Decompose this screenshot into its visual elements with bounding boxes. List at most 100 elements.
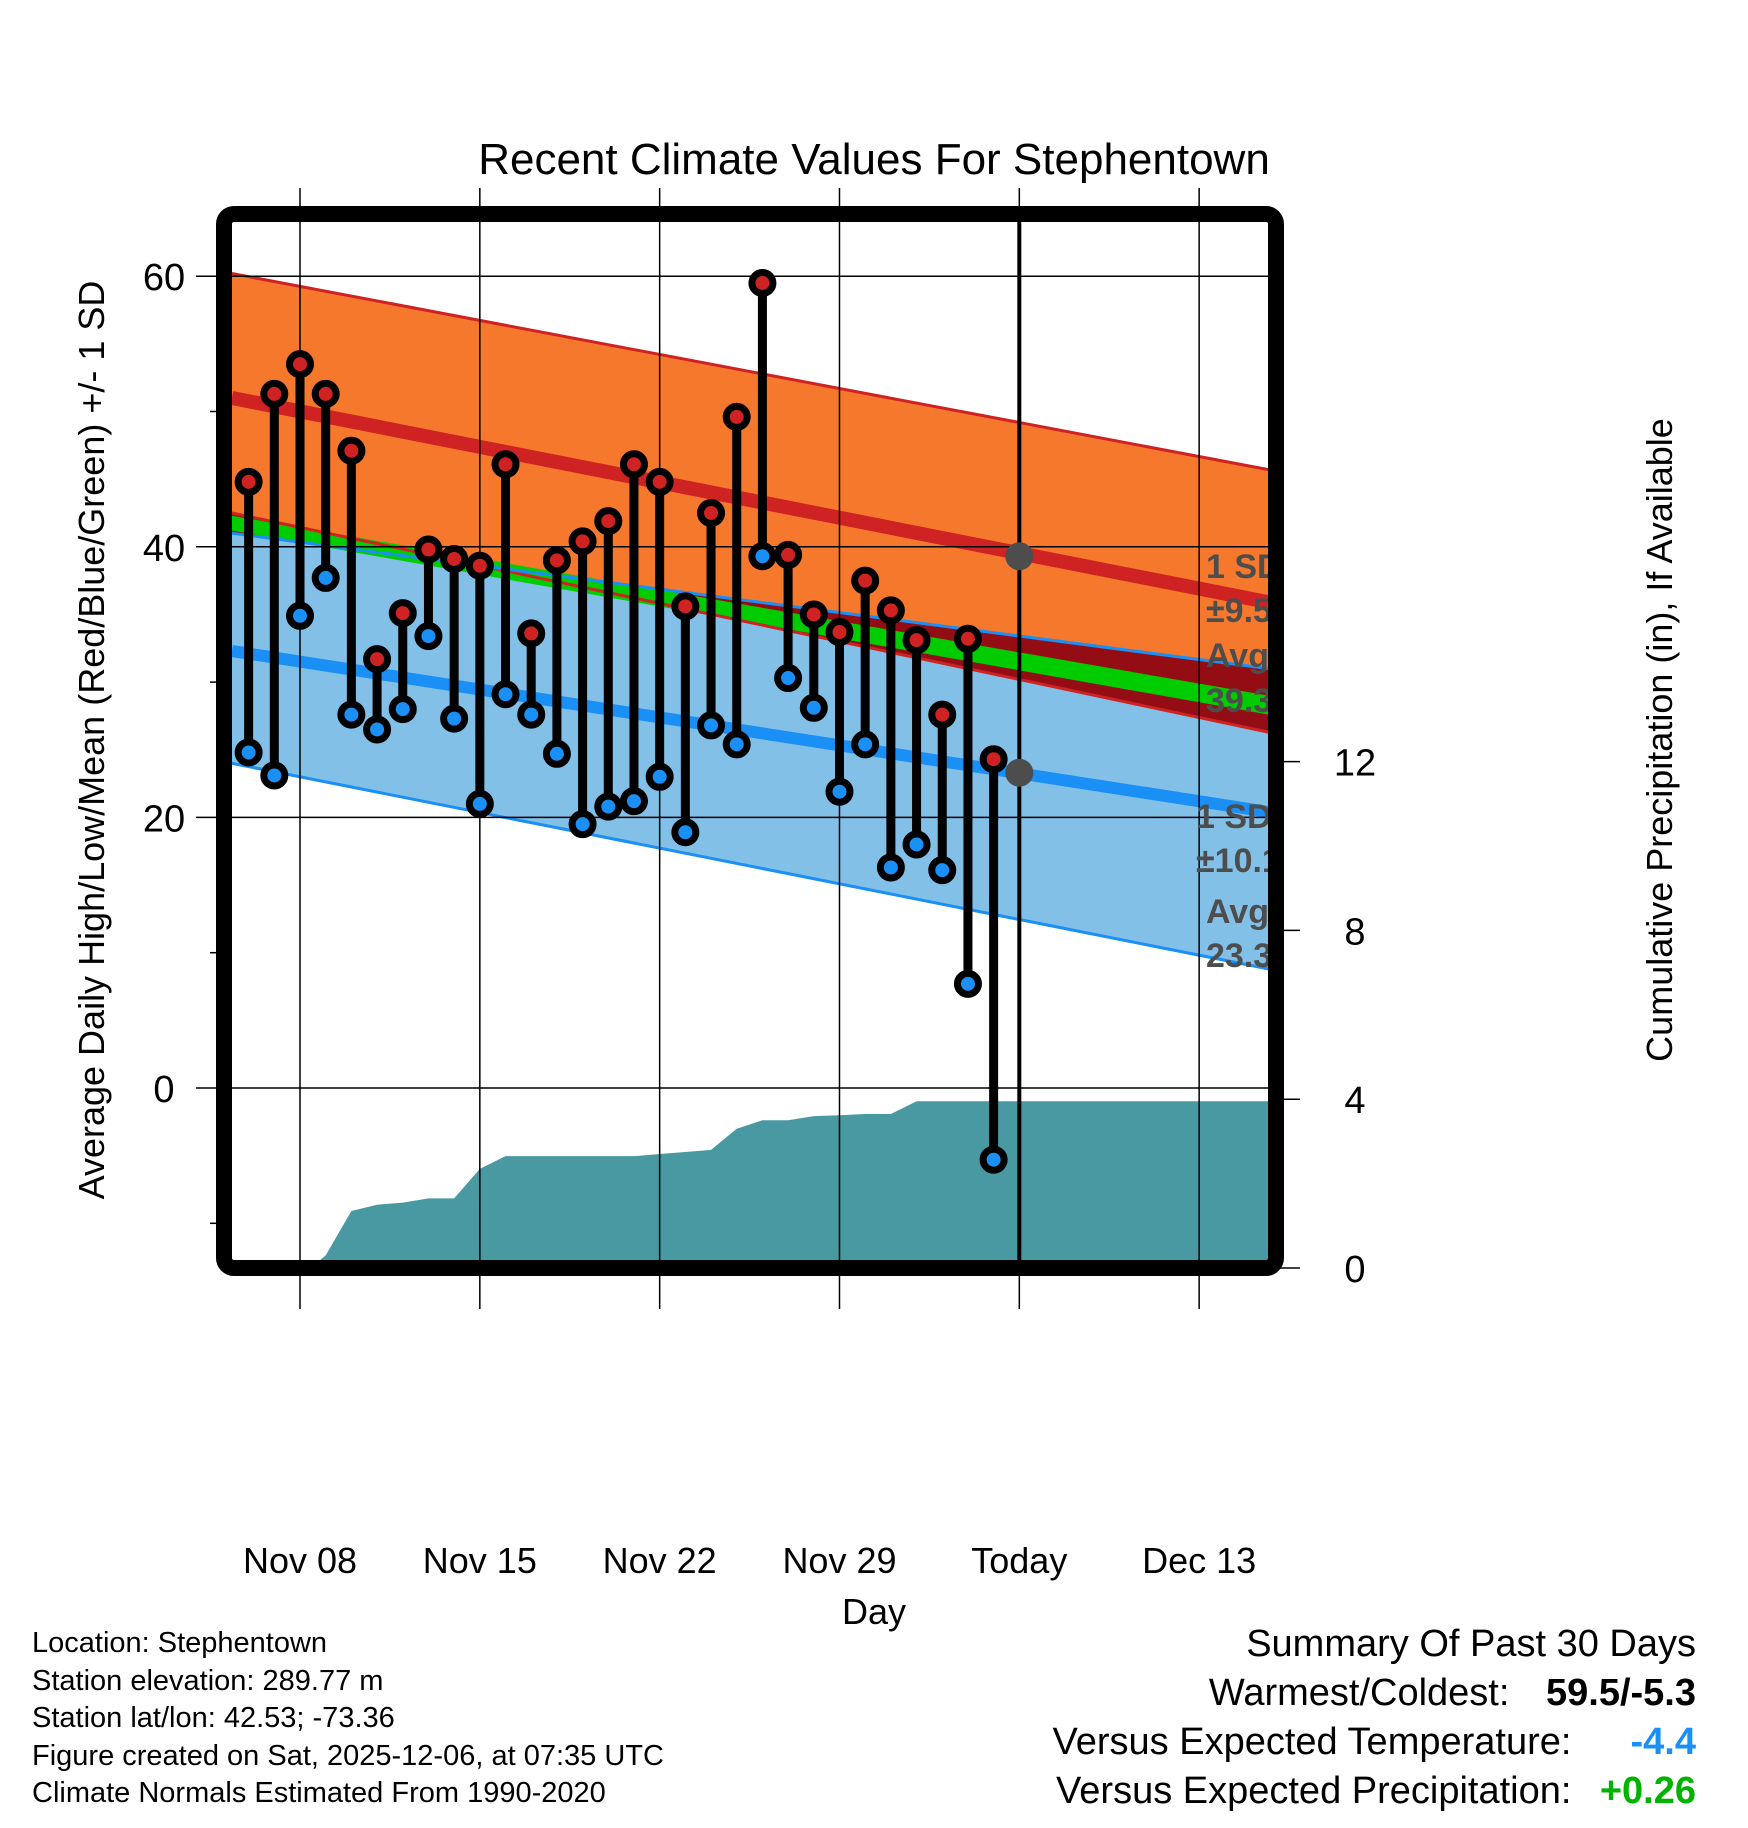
y2-tick-label: 8 [1344, 911, 1365, 953]
high-temp-point [337, 436, 366, 465]
low-temp-point [645, 762, 674, 791]
high-temp-point [953, 624, 982, 653]
low-sd-value: ±10.1°F [1196, 842, 1315, 880]
y-axis-label: Average Daily High/Low/Mean (Red/Blue/Gr… [71, 281, 112, 1200]
low-avg-label: Avg: [1206, 893, 1280, 931]
warmest-coldest-value: 59.5/-5.3 [1546, 1672, 1696, 1714]
low-temp-point [311, 563, 340, 592]
low-temp-point [774, 664, 803, 693]
high-temp-point [876, 596, 905, 625]
low-temp-point [260, 761, 289, 790]
high-temp-point [388, 599, 417, 628]
high-temp-point [440, 544, 469, 573]
high-sd-value: ±9.5°F [1206, 592, 1306, 630]
low-avg-marker [1005, 758, 1034, 787]
high-upper-line [232, 272, 1268, 472]
summary-panel: Summary Of Past 30 Days Warmest/Coldest:… [1053, 1620, 1696, 1816]
low-temp-point [851, 730, 880, 759]
y-tick-label: 60 [143, 257, 185, 299]
low-temp-point [825, 777, 854, 806]
today-days-label-2: Days [1202, 1426, 1283, 1464]
high-temp-point [594, 507, 623, 536]
high-temp-point [748, 268, 777, 297]
high-temp-point [697, 498, 726, 527]
low-temp-point [286, 601, 314, 630]
normals-text: Climate Normals Estimated From 1990-2020 [32, 1777, 606, 1809]
elevation-text: Station elevation: 289.77 m [32, 1664, 384, 1697]
low-temp-point [542, 739, 571, 768]
plot-inner: 1 SD: ±9.5°F Avg: 39.3°F 1 SD: ±10.1°F Avg: 23.… [232, 222, 1315, 1464]
y-tick-label: 0 [153, 1069, 174, 1111]
y2-tick-label: 4 [1344, 1080, 1365, 1122]
low-temp-point [414, 622, 443, 651]
high-avg-value: 39.3°F [1206, 682, 1307, 720]
y2-tick-label: 12 [1334, 743, 1376, 785]
high-avg-marker [1005, 542, 1034, 571]
high-temp-point [619, 450, 648, 479]
high-temp-point [517, 619, 546, 648]
low-temp-point [722, 730, 751, 759]
low-temp-point [337, 700, 366, 729]
high-sd-label: 1 SD: [1206, 548, 1293, 586]
today-days-label-1: 30 [1202, 1382, 1240, 1420]
high-lower-line [232, 511, 1268, 734]
high-temp-point [902, 626, 931, 655]
low-temp-point [440, 704, 469, 733]
chart-title: Recent Climate Values For Stephentown [478, 135, 1270, 184]
high-temp-point [979, 745, 1008, 774]
temp-value: -4.4 [1630, 1721, 1696, 1763]
high-mean-line [232, 391, 1268, 610]
temp-label: Versus Expected Temperature: [1052, 1721, 1572, 1763]
summary-temp: Versus Expected Temperature: -4.4 [1053, 1718, 1696, 1767]
x-tick-label: Today [971, 1540, 1067, 1581]
summary-precip: Versus Expected Precipitation: +0.26 [1053, 1767, 1696, 1816]
warmest-coldest-label: Warmest/Coldest: [1208, 1672, 1510, 1714]
high-temp-point [825, 618, 854, 647]
low-temp-point [953, 969, 982, 998]
low-temp-point [697, 711, 726, 740]
low-temp-point [748, 542, 777, 571]
low-temp-point [979, 1145, 1008, 1174]
high-temp-point [465, 551, 494, 580]
station-info: Location: Stephentown Station elevation:… [32, 1625, 664, 1813]
y2-tick-label: 0 [1344, 1249, 1365, 1291]
high-temp-point [722, 402, 751, 431]
high-temp-point [568, 527, 597, 556]
y-tick-label: 40 [143, 528, 185, 570]
high-temp-point [260, 379, 289, 408]
high-temp-point [928, 700, 957, 729]
summary-heading: Summary Of Past 30 Days [1246, 1623, 1696, 1665]
high-temp-point [286, 350, 314, 379]
precip-label: Versus Expected Precipitation: [1056, 1770, 1572, 1812]
low-temp-point [799, 693, 828, 722]
plot-frame [216, 206, 1284, 1276]
low-avg-value: 23.3°F [1206, 937, 1307, 975]
high-temp-point [234, 467, 263, 496]
x-tick-label: Nov 29 [782, 1540, 896, 1581]
high-temp-point [414, 535, 443, 564]
low-temp-point [234, 738, 263, 767]
high-temp-point [311, 379, 340, 408]
high-temp-point [363, 645, 392, 674]
low-temp-point [363, 715, 392, 744]
low-lower-line [232, 761, 1268, 971]
x-tick-label: Nov 22 [603, 1540, 717, 1581]
high-temp-point [799, 600, 828, 629]
precip-value: +0.26 [1599, 1770, 1696, 1812]
location-text: Location: Stephentown [32, 1627, 328, 1659]
high-avg-label: Avg: [1206, 637, 1280, 675]
low-temp-point [928, 856, 957, 885]
high-temp-point [851, 566, 880, 595]
low-temp-point [517, 700, 546, 729]
precip-area [232, 1101, 1268, 1260]
high-temp-point [671, 592, 700, 621]
summary-warmest-coldest: Warmest/Coldest: 59.5/-5.3 [1053, 1669, 1696, 1718]
low-temp-point [876, 853, 905, 882]
low-temp-point [568, 810, 597, 839]
created-text: Figure created on Sat, 2025-12-06, at 07… [32, 1739, 664, 1772]
x-tick-label: Dec 13 [1142, 1540, 1256, 1581]
low-upper-line [232, 531, 1268, 671]
low-sd-label: 1 SD: [1196, 798, 1283, 836]
x-tick-label: Nov 08 [243, 1540, 357, 1581]
